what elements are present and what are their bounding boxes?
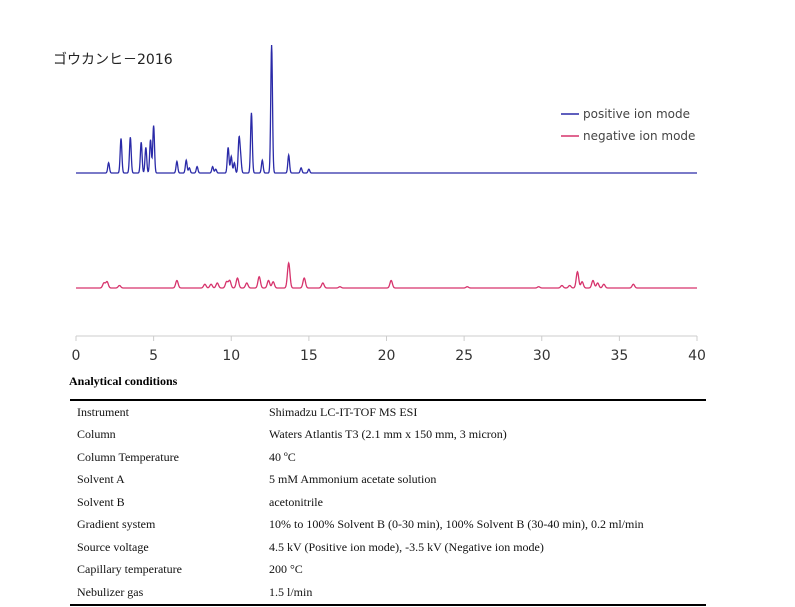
table-row: Solvent B acetonitrile bbox=[70, 491, 706, 514]
legend-label-negative: negative ion mode bbox=[583, 129, 695, 143]
chromatogram-chart: ゴウカンヒ－2016 positive ion mode negative io… bbox=[53, 44, 706, 364]
row-key: Capillary temperature bbox=[77, 562, 182, 577]
row-value: 40 ºC bbox=[269, 449, 296, 464]
x-tick-label: 25 bbox=[455, 348, 473, 364]
row-value: Waters Atlantis T3 (2.1 mm x 150 mm, 3 m… bbox=[269, 427, 507, 442]
row-value: Shimadzu LC-IT-TOF MS ESI bbox=[269, 404, 418, 419]
x-axis-ticks: 0 5 10 15 20 25 30 35 40 bbox=[72, 336, 706, 364]
x-tick-label: 0 bbox=[72, 348, 81, 364]
legend: positive ion mode negative ion mode bbox=[561, 107, 695, 143]
chart-title: ゴウカンヒ－2016 bbox=[53, 51, 173, 68]
table-row: Gradient system 10% to 100% Solvent B (0-… bbox=[70, 514, 706, 537]
row-value: 10% to 100% Solvent B (0-30 min), 100% S… bbox=[269, 517, 644, 532]
row-key: Column bbox=[77, 427, 116, 442]
table-row: Instrument Shimadzu LC-IT-TOF MS ESI bbox=[70, 400, 706, 424]
x-tick-label: 20 bbox=[378, 348, 396, 364]
row-key: Column Temperature bbox=[77, 449, 179, 464]
row-value: acetonitrile bbox=[269, 494, 323, 509]
x-tick-label: 40 bbox=[688, 348, 706, 364]
row-key: Solvent A bbox=[77, 472, 125, 487]
x-tick-label: 30 bbox=[533, 348, 551, 364]
row-value: 1.5 l/min bbox=[269, 584, 313, 599]
table-row: Nebulizer gas 1.5 l/min bbox=[70, 581, 706, 605]
x-tick-label: 10 bbox=[222, 348, 240, 364]
x-tick-label: 15 bbox=[300, 348, 318, 364]
row-key: Instrument bbox=[77, 404, 129, 419]
conditions-heading: Analytical conditions bbox=[69, 374, 178, 388]
conditions-table: Instrument Shimadzu LC-IT-TOF MS ESI Colu… bbox=[70, 399, 706, 606]
series-negative-ion-mode-line bbox=[76, 261, 697, 289]
table-row: Source voltage 4.5 kV (Positive ion mode)… bbox=[70, 536, 706, 559]
table-row: Solvent A 5 mM Ammonium acetate solution bbox=[70, 469, 706, 492]
x-tick-label: 5 bbox=[149, 348, 158, 364]
row-value: 200 °C bbox=[269, 562, 303, 577]
row-value: 4.5 kV (Positive ion mode), -3.5 kV (Neg… bbox=[269, 539, 544, 554]
x-tick-label: 35 bbox=[610, 348, 628, 364]
row-key: Nebulizer gas bbox=[77, 584, 144, 599]
series-positive-ion-mode-line bbox=[76, 44, 697, 174]
legend-label-positive: positive ion mode bbox=[583, 107, 690, 121]
table-row: Capillary temperature 200 °C bbox=[70, 559, 706, 582]
row-key: Solvent B bbox=[77, 494, 125, 509]
table-row: Column Waters Atlantis T3 (2.1 mm x 150 m… bbox=[70, 424, 706, 447]
row-key: Source voltage bbox=[77, 539, 149, 554]
table-row: Column Temperature 40 ºC bbox=[70, 446, 706, 469]
row-value: 5 mM Ammonium acetate solution bbox=[269, 472, 437, 487]
row-key: Gradient system bbox=[77, 517, 156, 532]
